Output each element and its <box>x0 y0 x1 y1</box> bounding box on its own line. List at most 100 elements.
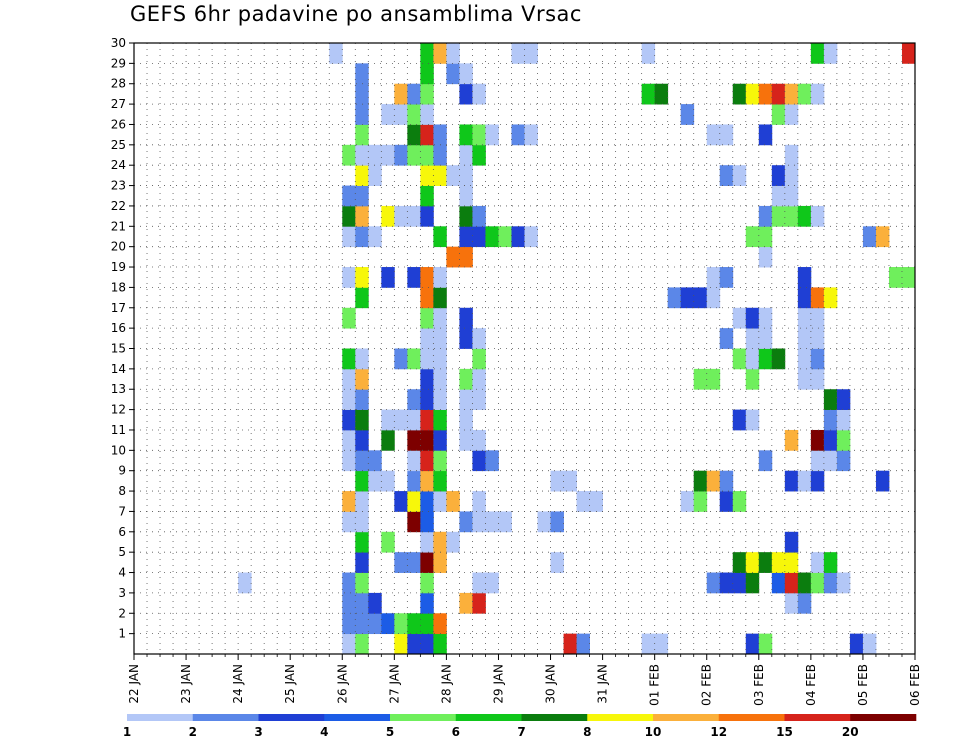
colorbar-swatch <box>850 714 917 721</box>
heatmap-cell <box>407 348 421 370</box>
heatmap-cell <box>420 409 434 431</box>
y-tick-label: 22 <box>111 199 126 213</box>
heatmap-cell <box>784 592 799 614</box>
heatmap-cell <box>745 552 760 573</box>
heatmap-cell <box>433 491 447 512</box>
heatmap-cell <box>849 633 864 655</box>
heatmap-cell <box>394 491 408 512</box>
heatmap-cell <box>420 104 434 125</box>
heatmap-cell <box>732 307 747 329</box>
heatmap-cell <box>823 429 838 451</box>
y-tick-label: 21 <box>111 219 126 233</box>
heatmap-cell <box>797 267 812 288</box>
y-tick-label: 26 <box>111 117 126 131</box>
heatmap-cell <box>797 368 812 390</box>
heatmap-cell <box>758 348 773 370</box>
heatmap-cell <box>342 409 356 431</box>
heatmap-cell <box>433 531 447 553</box>
y-tick-label: 8 <box>118 484 126 498</box>
heatmap-cell <box>810 328 825 349</box>
heatmap-cell <box>394 409 408 431</box>
heatmap-cell <box>407 633 421 655</box>
heatmap-cell <box>823 409 838 431</box>
heatmap-cell <box>485 226 499 248</box>
heatmap-cell <box>771 185 786 207</box>
heatmap-cell <box>758 328 773 349</box>
heatmap-cell <box>407 104 421 125</box>
heatmap-cell <box>342 307 356 329</box>
heatmap-cell <box>589 491 603 512</box>
y-tick-label: 6 <box>118 525 126 539</box>
heatmap-cell <box>407 552 421 573</box>
heatmap-cell <box>459 368 473 390</box>
heatmap-cell <box>524 43 538 64</box>
heatmap-cell <box>407 389 421 410</box>
colorbar-swatch <box>718 714 785 721</box>
heatmap-cell <box>355 124 369 146</box>
heatmap-cell <box>355 144 369 166</box>
heatmap-cell <box>823 552 838 573</box>
heatmap-cell <box>511 124 525 146</box>
heatmap-cell <box>758 83 773 105</box>
heatmap-cell <box>342 592 356 614</box>
heatmap-cell <box>862 633 877 655</box>
heatmap-cell <box>433 450 447 472</box>
heatmap-cell <box>355 389 369 410</box>
y-tick-label: 18 <box>111 280 126 294</box>
heatmap-cell <box>771 205 786 227</box>
heatmap-cell <box>433 287 447 309</box>
y-tick-label: 4 <box>118 566 126 580</box>
heatmap-cell <box>433 348 447 370</box>
y-tick-label: 12 <box>111 403 126 417</box>
heatmap-cell <box>771 104 786 125</box>
heatmap-cell <box>355 552 369 573</box>
heatmap-cell <box>719 470 734 492</box>
colorbar-swatch <box>390 714 457 721</box>
heatmap-cell <box>368 450 382 472</box>
heatmap-cell <box>420 124 434 146</box>
colorbar-swatch <box>127 714 194 721</box>
heatmap-cell <box>784 572 799 594</box>
heatmap-cells <box>238 43 916 655</box>
heatmap-cell <box>797 470 812 492</box>
heatmap-cell <box>758 633 773 655</box>
heatmap-cell <box>836 389 851 410</box>
heatmap-cell <box>407 511 421 533</box>
y-tick-label: 19 <box>111 260 126 274</box>
x-tick-label: 30 JAN <box>544 664 558 704</box>
heatmap-cell <box>472 429 486 451</box>
heatmap-cell <box>550 511 564 533</box>
heatmap-cell <box>342 511 356 533</box>
heatmap-cell <box>433 165 447 186</box>
heatmap-cell <box>433 368 447 390</box>
colorbar-label: 10 <box>645 725 662 739</box>
heatmap-cell <box>420 450 434 472</box>
colorbar-swatch <box>587 714 654 721</box>
heatmap-cell <box>680 104 695 125</box>
heatmap-cell <box>472 491 486 512</box>
heatmap-cell <box>420 552 434 573</box>
heatmap-cell <box>706 368 721 390</box>
heatmap-cell <box>420 328 434 349</box>
heatmap-cell <box>472 348 486 370</box>
heatmap-cell <box>563 470 577 492</box>
colorbar-label: 2 <box>189 725 197 739</box>
colorbar-swatch <box>455 714 522 721</box>
heatmap-cell <box>459 511 473 533</box>
heatmap-cell <box>784 552 799 573</box>
heatmap-cell <box>836 409 851 431</box>
heatmap-cell <box>472 450 486 472</box>
heatmap-cell <box>550 552 564 573</box>
heatmap-cell <box>420 43 434 64</box>
heatmap-cell <box>485 511 499 533</box>
heatmap-cell <box>758 552 773 573</box>
heatmap-cell <box>407 124 421 146</box>
heatmap-cell <box>420 531 434 553</box>
heatmap-cell <box>355 226 369 248</box>
heatmap-cell <box>745 409 760 431</box>
heatmap-cell <box>368 226 382 248</box>
heatmap-cell <box>745 307 760 329</box>
heatmap-cell <box>745 368 760 390</box>
heatmap-cell <box>693 368 708 390</box>
heatmap-cell <box>420 592 434 614</box>
